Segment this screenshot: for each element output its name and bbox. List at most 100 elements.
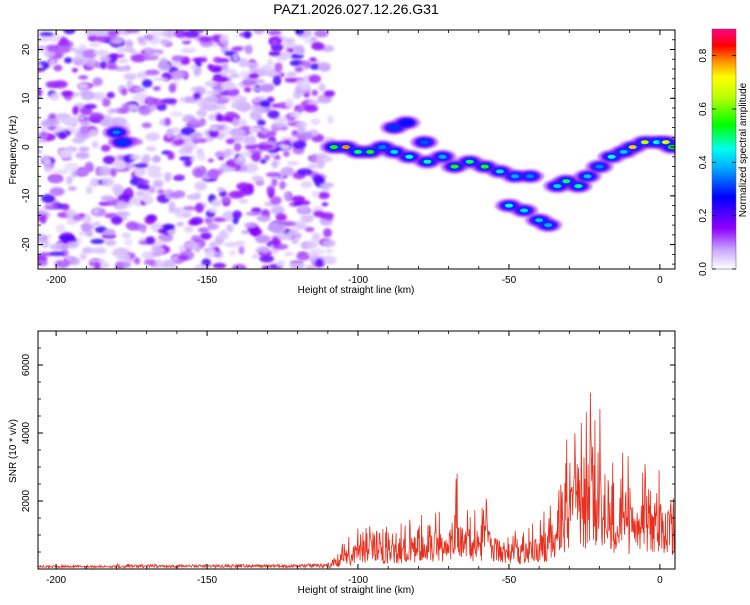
noise-blob [159,38,169,46]
noise-blob [72,106,79,115]
noise-blob [309,57,317,62]
noise-blob [86,229,94,238]
noise-blob [38,37,52,42]
noise-blob [250,227,263,237]
ridge-core [390,125,399,130]
noise-blob [121,47,135,52]
noise-blob [75,169,90,176]
noise-blob [322,255,337,265]
ridge-core [480,164,489,169]
noise-blob [65,241,79,249]
ridge-core [640,140,649,145]
noise-blob [94,262,101,269]
noise-blob [80,121,91,126]
ridge-core [652,140,661,145]
noise-blob [157,61,172,71]
noise-blob [311,232,321,242]
noise-blob [137,87,146,92]
noise-blob [210,66,222,73]
noise-blob [128,103,140,112]
noise-blob [165,129,174,139]
noise-blob [161,98,178,105]
noise-blob [57,45,71,54]
noise-blob [224,241,239,248]
noise-blob [212,217,227,223]
noise-blob [180,47,196,54]
noise-blob [200,232,212,240]
noise-blob [92,247,107,254]
noise-blob [284,251,294,256]
noise-blob [243,86,252,93]
noise-blob [183,30,199,38]
noise-blob [153,155,161,162]
noise-blob [172,139,184,146]
noise-blob [184,226,194,233]
noise-blob [259,100,271,107]
noise-blob [180,141,196,151]
noise-blob [142,194,154,205]
noise-blob [39,214,47,224]
noise-blob [321,156,334,162]
noise-blob [257,119,266,126]
noise-blob [286,48,294,53]
noise-blob [100,144,111,152]
noise-blob [145,132,161,142]
noise-blob [39,131,48,140]
noise-blob [164,117,171,126]
noise-blob [80,90,95,101]
noise-blob [188,118,201,128]
noise-blob [135,71,149,80]
noise-blob [41,194,55,203]
figure-title: PAZ1.2026.027.12.26.G31 [273,1,439,17]
noise-blob [148,185,156,194]
noise-blob [198,36,213,42]
noise-blob [193,92,201,100]
noise-blob [170,70,186,78]
noise-blob [284,77,300,83]
noise-blob [92,221,101,227]
noise-blob [312,174,323,183]
y-tick-label: 2000 [21,489,32,512]
noise-blob [248,73,259,79]
noise-blob [55,260,70,269]
noise-blob [141,122,152,129]
noise-blob [256,214,271,223]
noise-blob [269,153,278,158]
noise-blob [310,118,321,126]
noise-blob [277,232,293,240]
noise-blob [53,64,63,72]
noise-blob [178,244,185,253]
ridge-core [450,164,459,169]
noise-blob [212,262,227,269]
noise-blob [217,187,225,193]
noise-blob [216,113,223,121]
noise-blob [157,189,165,195]
noise-blob [94,92,106,101]
noise-blob [49,251,65,256]
noise-blob [260,247,270,255]
noise-blob [192,57,208,63]
noise-blob [224,68,237,74]
noise-blob [245,211,262,216]
ridge-core [595,164,604,169]
noise-blob [116,252,131,262]
noise-blob [303,105,319,113]
noise-blob [107,30,121,36]
noise-blob [258,70,272,76]
noise-blob [78,83,89,89]
noise-blob [201,102,217,111]
noise-blob [152,86,161,91]
snr-axes: -200 -150 -100 -50 0 2000 4000 6000 [21,330,675,586]
noise-blob [61,249,69,258]
noise-blob [221,62,229,72]
ridge-core [402,120,411,125]
noise-blob [314,30,329,38]
noise-blob [58,148,72,157]
noise-blob [58,235,75,240]
noise-blob [236,182,252,191]
noise-blob [72,137,85,144]
noise-blob [38,138,48,144]
ridge-core [661,140,670,145]
noise-blob [271,39,279,46]
